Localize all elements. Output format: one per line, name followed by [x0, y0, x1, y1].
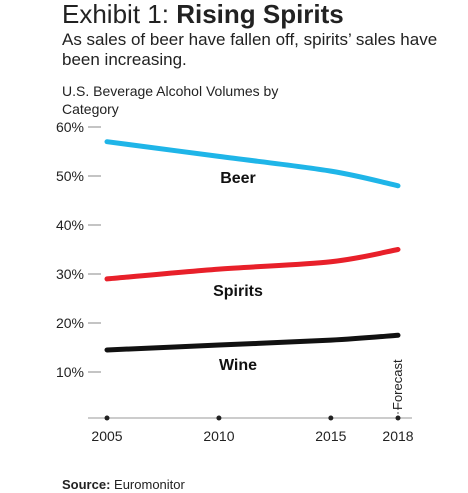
- y-tick-label: 50%: [56, 168, 84, 184]
- x-tick-label: 2005: [91, 428, 122, 444]
- chart-label: U.S. Beverage Alcohol Volumes by Categor…: [62, 83, 279, 117]
- chart-title: Exhibit 1: Rising Spirits: [62, 0, 344, 30]
- source-label: Source:: [62, 477, 111, 492]
- x-tick-label: 2015: [315, 428, 346, 444]
- source-value: Euromonitor: [114, 477, 185, 492]
- series-label-beer: Beer: [220, 170, 256, 187]
- series-label-spirits: Spirits: [213, 283, 263, 300]
- y-tick-label: 20%: [56, 315, 84, 331]
- title-main: Rising Spirits: [176, 0, 344, 29]
- x-tick-label: 2010: [203, 428, 234, 444]
- x-tick-dot: [395, 415, 401, 421]
- x-tick-dot: [328, 415, 334, 421]
- series-line-wine: [104, 332, 401, 353]
- x-tick-dot: [104, 415, 110, 421]
- y-tick-label: 30%: [56, 266, 84, 282]
- x-tick-dot: [216, 415, 222, 421]
- y-tick-label: 40%: [56, 217, 84, 233]
- series-label-wine: Wine: [219, 357, 257, 374]
- series-line-spirits: [104, 247, 401, 282]
- y-tick-label: 60%: [56, 119, 84, 135]
- y-tick-label: 10%: [56, 364, 84, 380]
- source-note: Source: Euromonitor: [62, 477, 185, 493]
- series-line-beer: [104, 139, 401, 189]
- title-prefix: Exhibit 1:: [62, 0, 169, 29]
- forecast-annotation: Forecast: [390, 359, 405, 410]
- x-tick-label: 2018: [382, 428, 413, 444]
- chart-subtitle: As sales of beer have fallen off, spirit…: [62, 30, 438, 69]
- line-chart: 10% 20% 30% 40% 50% 60% 2005 2010 2015 2018 Foreca…: [56, 119, 414, 444]
